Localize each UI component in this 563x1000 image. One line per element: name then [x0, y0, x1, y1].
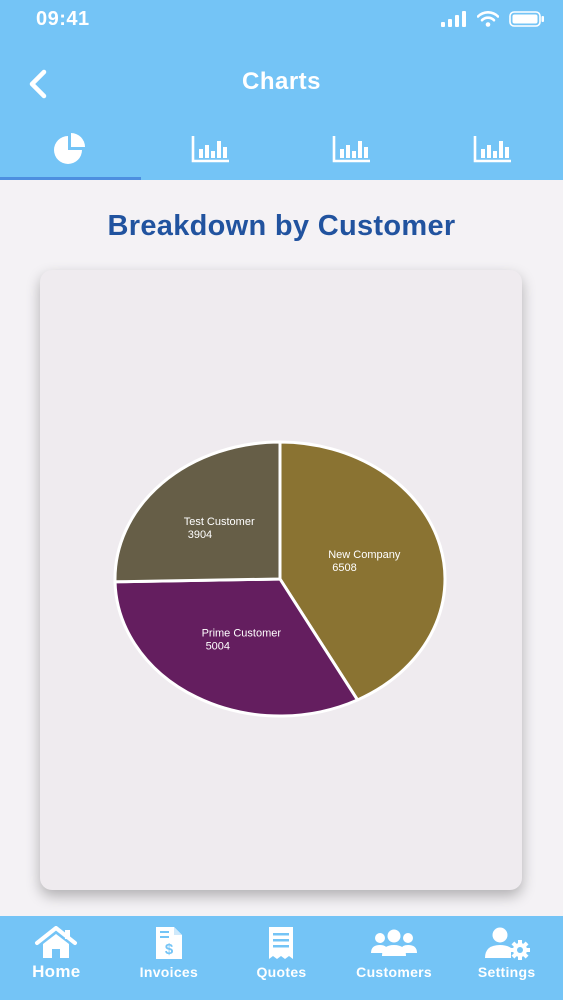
bottom-tab-bar: Home $ Invoices Quotes: [0, 916, 563, 1000]
tab-pie-chart[interactable]: [0, 118, 141, 180]
customers-icon: [371, 929, 418, 956]
tabbar-item-customers[interactable]: Customers: [338, 916, 451, 1000]
pie-slice-value: 5004: [206, 640, 230, 652]
tabbar-label-customers: Customers: [356, 964, 432, 980]
tabbar-item-quotes[interactable]: Quotes: [225, 916, 338, 1000]
chart-title: Breakdown by Customer: [107, 210, 456, 242]
pie-slice-label: Test Customer: [184, 516, 255, 528]
status-time: 09:41: [36, 8, 90, 30]
pie-slice-label: New Company: [328, 549, 401, 561]
tabbar-label-invoices: Invoices: [139, 964, 199, 980]
quotes-icon: [269, 927, 294, 959]
tabbar-label-settings: Settings: [477, 964, 536, 980]
bar-chart-icon: [191, 136, 230, 163]
pie-slice-prime-customer[interactable]: [113, 577, 360, 718]
pie-chart-icon: [54, 133, 86, 164]
bar-chart-icon: [332, 136, 370, 163]
tab-bar-chart-3[interactable]: [422, 118, 563, 180]
chart-type-tabs: [0, 118, 563, 180]
tab-bar-chart-2[interactable]: [282, 118, 423, 180]
wifi-icon: [477, 11, 499, 27]
tabbar-item-settings[interactable]: Settings: [450, 916, 563, 1000]
nav-bar: Charts: [0, 48, 563, 118]
pie-slice-test-customer[interactable]: [113, 440, 282, 584]
tabbar-label-home: Home: [32, 962, 81, 981]
back-button[interactable]: [20, 64, 60, 104]
pie-slice-value: 6508: [332, 562, 356, 574]
invoice-icon: $: [155, 927, 182, 959]
settings-icon: [484, 927, 530, 960]
page-header-title: Charts: [241, 68, 322, 95]
chevron-left-icon: [29, 69, 47, 99]
pie-slice-new-company[interactable]: [278, 440, 447, 702]
cellular-signal-icon: [441, 11, 466, 27]
tabbar-item-home[interactable]: Home: [0, 916, 113, 1000]
pie-slice-label: Prime Customer: [202, 627, 282, 639]
svg-text:$: $: [165, 941, 174, 958]
status-bar: 09:41: [0, 0, 563, 40]
tabbar-label-quotes: Quotes: [256, 964, 307, 980]
bar-chart-icon: [473, 136, 511, 163]
battery-icon: [509, 11, 544, 27]
pie-slice-value: 3904: [188, 529, 212, 541]
home-icon: [35, 926, 78, 958]
header: 09:41 Charts: [0, 0, 563, 180]
tab-bar-chart-1[interactable]: [141, 118, 282, 180]
chart-card: New Company 6508 Prime Customer 5004 Test Cu…: [40, 270, 522, 890]
tabbar-item-invoices[interactable]: $ Invoices: [113, 916, 226, 1000]
